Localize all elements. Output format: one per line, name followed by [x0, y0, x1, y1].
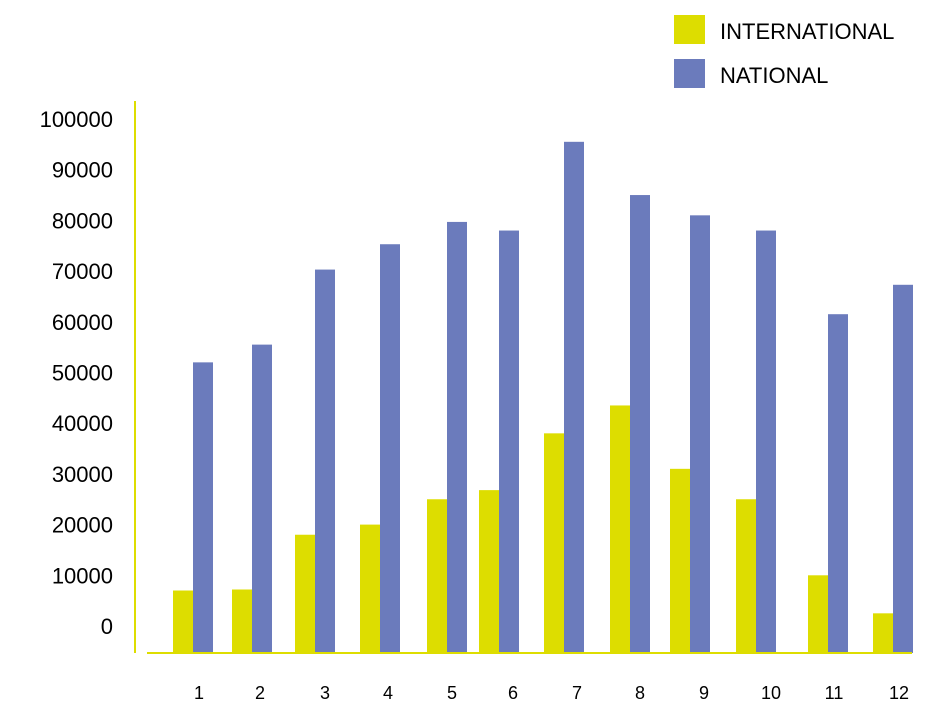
bar-international-1 [173, 590, 193, 653]
bar-international-7 [544, 433, 564, 653]
x-tick-label-1: 1 [194, 683, 204, 703]
bar-national-8 [630, 195, 650, 654]
bar-national-12 [893, 284, 913, 653]
y-tick-label-40000: 40000 [52, 411, 113, 436]
y-tick-label-30000: 30000 [52, 462, 113, 487]
bar-international-5 [427, 499, 447, 653]
y-tick-label-20000: 20000 [52, 513, 113, 538]
bar-international-12 [873, 613, 893, 653]
bar-national-1 [193, 362, 213, 653]
bar-international-2 [232, 589, 252, 653]
bar-international-8 [610, 405, 630, 653]
y-tick-label-60000: 60000 [52, 310, 113, 335]
y-tick-label-100000: 100000 [40, 107, 113, 132]
y-tick-label-0: 0 [101, 614, 113, 639]
x-tick-label-9: 9 [699, 683, 709, 703]
y-tick-label-10000: 10000 [52, 563, 113, 588]
x-tick-label-6: 6 [508, 683, 518, 703]
x-tick-label-2: 2 [255, 683, 265, 703]
x-tick-label-7: 7 [572, 683, 582, 703]
bar-national-5 [447, 221, 467, 653]
bar-national-6 [499, 230, 519, 654]
bar-national-7 [564, 141, 584, 653]
y-tick-label-50000: 50000 [52, 361, 113, 386]
x-tick-label-10: 10 [761, 683, 781, 703]
x-tick-label-8: 8 [635, 683, 645, 703]
bar-national-4 [380, 244, 400, 653]
bar-international-9 [670, 468, 690, 653]
bar-international-10 [736, 499, 756, 653]
bars [173, 141, 913, 654]
x-tick-label-5: 5 [447, 683, 457, 703]
x-tick-label-12: 12 [889, 683, 909, 703]
x-tick-label-11: 11 [825, 683, 844, 703]
legend-swatch-international [674, 15, 705, 44]
bar-international-3 [295, 534, 315, 653]
bar-national-9 [690, 215, 710, 653]
bar-international-11 [808, 575, 828, 653]
y-tick-label-70000: 70000 [52, 259, 113, 284]
bar-national-11 [828, 314, 848, 653]
x-axis-tick-labels: 1 2 3 4 5 6 7 8 9 10 11 12 [194, 683, 909, 703]
bar-international-6 [479, 490, 499, 653]
bar-national-3 [315, 269, 335, 653]
x-tick-label-3: 3 [320, 683, 330, 703]
legend: INTERNATIONAL NATIONAL [674, 15, 894, 88]
y-tick-label-80000: 80000 [52, 208, 113, 233]
bar-national-2 [252, 344, 272, 653]
x-tick-label-4: 4 [383, 683, 393, 703]
axes [134, 101, 912, 654]
legend-swatch-national [674, 59, 705, 88]
bar-international-4 [360, 524, 380, 653]
bar-national-10 [756, 230, 776, 654]
y-axis-tick-labels: 0 10000 20000 30000 40000 50000 60000 70000 8000… [40, 107, 113, 639]
y-tick-label-90000: 90000 [52, 158, 113, 183]
legend-label-international: INTERNATIONAL [720, 19, 894, 44]
legend-label-national: NATIONAL [720, 63, 828, 88]
